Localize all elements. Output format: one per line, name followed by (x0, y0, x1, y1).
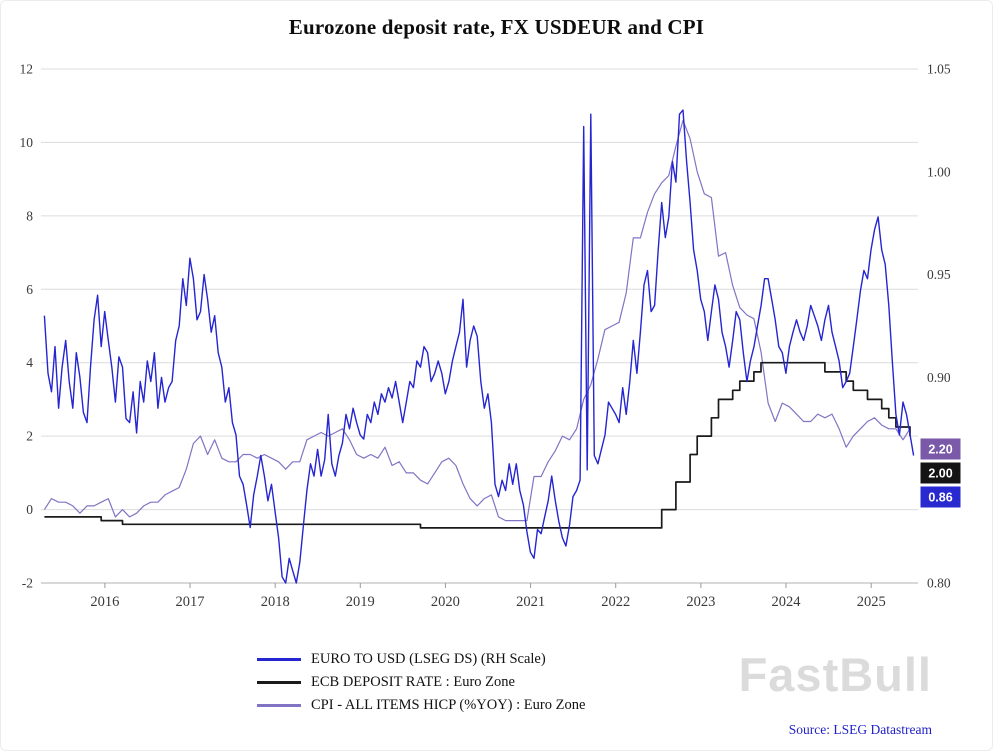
legend-label-eur-usd: EURO TO USD (LSEG DS) (RH Scale) (311, 651, 546, 667)
last-value-box (920, 438, 961, 460)
legend-item-deposit-rate: ECB DEPOSIT RATE : Euro Zone (257, 671, 585, 694)
x-tick-label: 2024 (772, 594, 802, 610)
x-tick-label: 2017 (176, 594, 205, 610)
x-tick-label: 2020 (431, 594, 460, 610)
series-line-eur-usd (43, 109, 915, 584)
x-tick-label: 2018 (261, 594, 290, 610)
legend-swatch-deposit-rate (257, 681, 301, 684)
y-left-tick-label: 0 (26, 502, 33, 517)
x-tick-label: 2016 (90, 594, 119, 610)
source-credit: Source: LSEG Datastream (788, 722, 932, 737)
last-value-label: 0.86 (928, 491, 952, 505)
y-left-tick-label: -2 (22, 576, 33, 591)
y-left-tick-label: 10 (20, 135, 34, 150)
x-tick-label: 2025 (857, 594, 886, 610)
y-left-tick-label: 8 (26, 208, 33, 223)
chart-title: Eurozone deposit rate, FX USDEUR and CPI (288, 15, 705, 39)
y-left-tick-label: 12 (20, 62, 34, 77)
legend-label-cpi: CPI - ALL ITEMS HICP (%YOY) : Euro Zone (311, 697, 586, 713)
series-line-cpi-hicp (43, 119, 911, 522)
last-value-box (920, 462, 961, 484)
series-line-ecb-deposit-rate (44, 361, 911, 529)
y-right-tick-label: 0.90 (927, 370, 951, 385)
x-tick-label: 2019 (346, 594, 375, 610)
y-right-tick-label: 0.95 (927, 267, 951, 282)
y-left-tick-label: 4 (26, 355, 33, 370)
x-tick-label: 2023 (686, 594, 715, 610)
y-left-tick-label: 6 (26, 282, 33, 297)
y-right-tick-label: 0.80 (927, 576, 951, 591)
last-value-label: 2.00 (928, 467, 952, 481)
y-right-tick-label: 1.00 (927, 164, 951, 179)
legend-swatch-cpi (257, 704, 301, 707)
legend-item-eur-usd: EURO TO USD (LSEG DS) (RH Scale) (257, 648, 585, 671)
legend-swatch-eur-usd (257, 658, 301, 661)
x-tick-label: 2022 (601, 594, 630, 610)
y-right-tick-label: 1.05 (927, 62, 951, 77)
legend-item-cpi: CPI - ALL ITEMS HICP (%YOY) : Euro Zone (257, 694, 585, 717)
last-value-box (920, 486, 961, 508)
last-value-label: 2.20 (928, 443, 952, 457)
fastbull-watermark: FastBull (738, 648, 932, 701)
chart-legend: EURO TO USD (LSEG DS) (RH Scale) ECB DEP… (257, 648, 585, 717)
x-tick-label: 2021 (516, 594, 545, 610)
y-left-tick-label: 2 (26, 429, 33, 444)
legend-label-deposit-rate: ECB DEPOSIT RATE : Euro Zone (311, 674, 515, 690)
